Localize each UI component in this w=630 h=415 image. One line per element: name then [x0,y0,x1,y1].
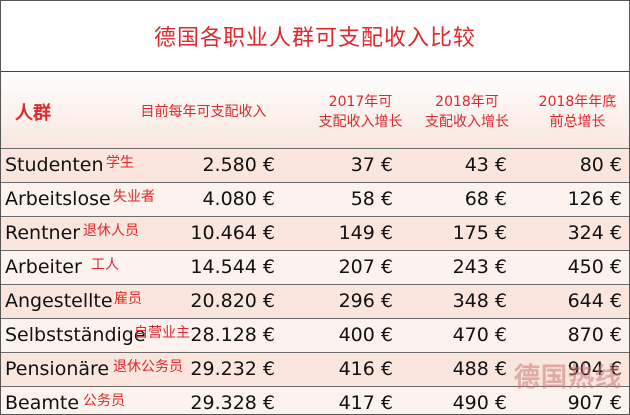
header-2018: 2018年可 支配收入增长 [413,92,521,132]
row-total: 80 € [579,154,622,176]
row-income: 2.580 € [202,154,275,176]
row-2018: 488 € [452,358,507,380]
row-total: 907 € [567,392,622,414]
row-group-de: Beamte [5,392,80,414]
row-group-zh: 退休公务员 [113,359,183,375]
row-2017: 149 € [338,222,393,244]
row-2018: 490 € [452,392,507,414]
header-total-line1: 2018年年底 [538,94,617,110]
header-2017: 2017年可 支配收入增长 [303,92,418,132]
row-group-zh: 学生 [106,155,134,171]
row-2017: 37 € [350,154,393,176]
row-group-de: Arbeiter [5,256,82,278]
row-2018: 68 € [464,188,507,210]
row-income: 10.464 € [190,222,275,244]
header-2018-line2: 支配收入增长 [425,114,509,130]
title-bar: 德国各职业人群可支配收入比较 [1,1,629,72]
table-body: Studenten 学生 2.580 € 37 € 43 € 80 € Arbe… [1,148,629,414]
row-total: 904 € [567,358,622,380]
row-group-de: Angestellte [5,290,113,312]
row-2018: 243 € [452,256,507,278]
row-group-de: Studenten [5,154,104,176]
row-2018: 43 € [464,154,507,176]
row-total: 324 € [567,222,622,244]
row-2017: 207 € [338,256,393,278]
row-group-de: Rentner [5,222,81,244]
table-row: Arbeiter 工人 14.544 € 207 € 243 € 450 € [1,250,629,284]
table-title: 德国各职业人群可支配收入比较 [153,26,476,51]
row-group-zh: 工人 [91,257,119,273]
row-2018: 348 € [452,290,507,312]
row-2017: 416 € [338,358,393,380]
row-group-zh: 公务员 [83,393,125,409]
row-income: 20.820 € [190,290,275,312]
table-row: Selbstständige 自营业主 28.128 € 400 € 470 €… [1,318,629,352]
row-2018: 470 € [452,324,507,346]
header-income: 目前每年可支配收入 [140,104,267,120]
row-group-de: Pensionäre [5,358,110,380]
row-group-zh: 自营业主 [134,325,190,341]
row-income: 29.328 € [190,392,275,414]
row-group-de: Selbstständige [5,324,146,346]
header-group: 人群 [15,103,51,124]
table-row: Studenten 学生 2.580 € 37 € 43 € 80 € [1,148,629,182]
row-income: 28.128 € [190,324,275,346]
table-row: Arbeitslose 失业者 4.080 € 58 € 68 € 126 € [1,182,629,216]
header-row: 人群 目前每年可支配收入 2017年可 支配收入增长 2018年可 支配收入增长… [1,72,629,148]
header-total-line2: 前总增长 [549,114,606,130]
row-total: 450 € [567,256,622,278]
watermark-logo: 德国热线 [514,363,623,393]
row-group-de: Arbeitslose [5,188,111,210]
header-2018-line1: 2018年可 [435,94,499,110]
row-total: 644 € [567,290,622,312]
row-group-zh: 失业者 [113,189,155,205]
row-total: 870 € [567,324,622,346]
header-2017-line2: 支配收入增长 [318,114,403,130]
row-income: 4.080 € [202,188,275,210]
table-row: Angestellte 雇员 20.820 € 296 € 348 € 644 … [1,284,629,318]
row-income: 14.544 € [190,256,275,278]
header-2017-line1: 2017年可 [328,94,393,110]
table-row: Beamte 公务员 29.328 € 417 € 490 € 907 € [1,386,629,414]
row-2017: 417 € [338,392,393,414]
row-group-zh: 雇员 [114,291,142,307]
table-row: Rentner 退休人员 10.464 € 149 € 175 € 324 € [1,216,629,250]
row-total: 126 € [567,188,622,210]
row-group-zh: 退休人员 [83,223,139,239]
row-2017: 58 € [350,188,393,210]
row-income: 29.232 € [190,358,275,380]
table-row: Pensionäre 退休公务员 29.232 € 416 € 488 € 90… [1,352,629,386]
row-2018: 175 € [452,222,507,244]
row-2017: 296 € [338,290,393,312]
row-2017: 400 € [338,324,393,346]
header-total: 2018年年底 前总增长 [526,92,629,132]
